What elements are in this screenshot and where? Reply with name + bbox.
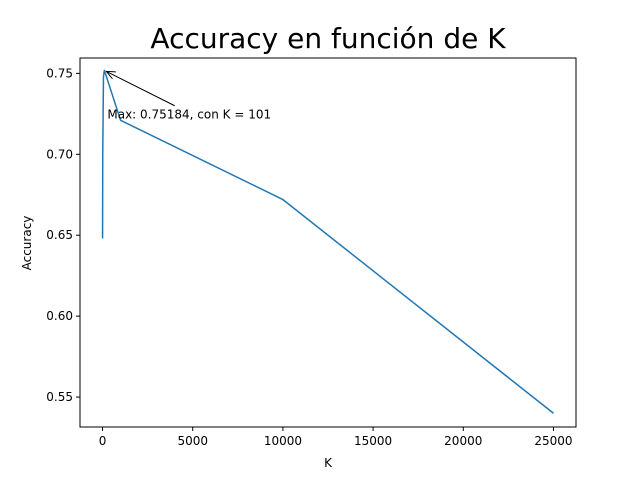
x-tick-label: 25000: [534, 434, 572, 448]
x-tick-label: 5000: [177, 434, 208, 448]
annotation-layer: Max: 0.75184, con K = 101: [106, 71, 271, 122]
x-tick-label: 20000: [444, 434, 482, 448]
y-axis-label: Accuracy: [20, 216, 34, 271]
y-tick-label: 0.70: [46, 147, 73, 161]
series-line: [101, 69, 554, 414]
y-tick-label: 0.60: [46, 309, 73, 323]
annotation-text: Max: 0.75184, con K = 101: [107, 108, 271, 122]
y-axis: 0.55 0.60 0.65 0.70 0.75: [46, 66, 80, 404]
plot-frame: [79, 57, 577, 428]
y-tick-label: 0.55: [46, 390, 73, 404]
chart-title: Accuracy en función de K: [150, 22, 506, 55]
y-tick-label: 0.75: [46, 66, 73, 80]
x-axis: 0 5000 10000 15000 20000 25000: [99, 427, 573, 448]
x-axis-label: K: [324, 456, 333, 470]
x-tick-label: 10000: [264, 434, 302, 448]
annotation-arrow: [106, 71, 175, 107]
series-layer: [101, 69, 554, 414]
x-tick-label: 15000: [354, 434, 392, 448]
y-tick-label: 0.65: [46, 228, 73, 242]
x-tick-label: 0: [99, 434, 107, 448]
